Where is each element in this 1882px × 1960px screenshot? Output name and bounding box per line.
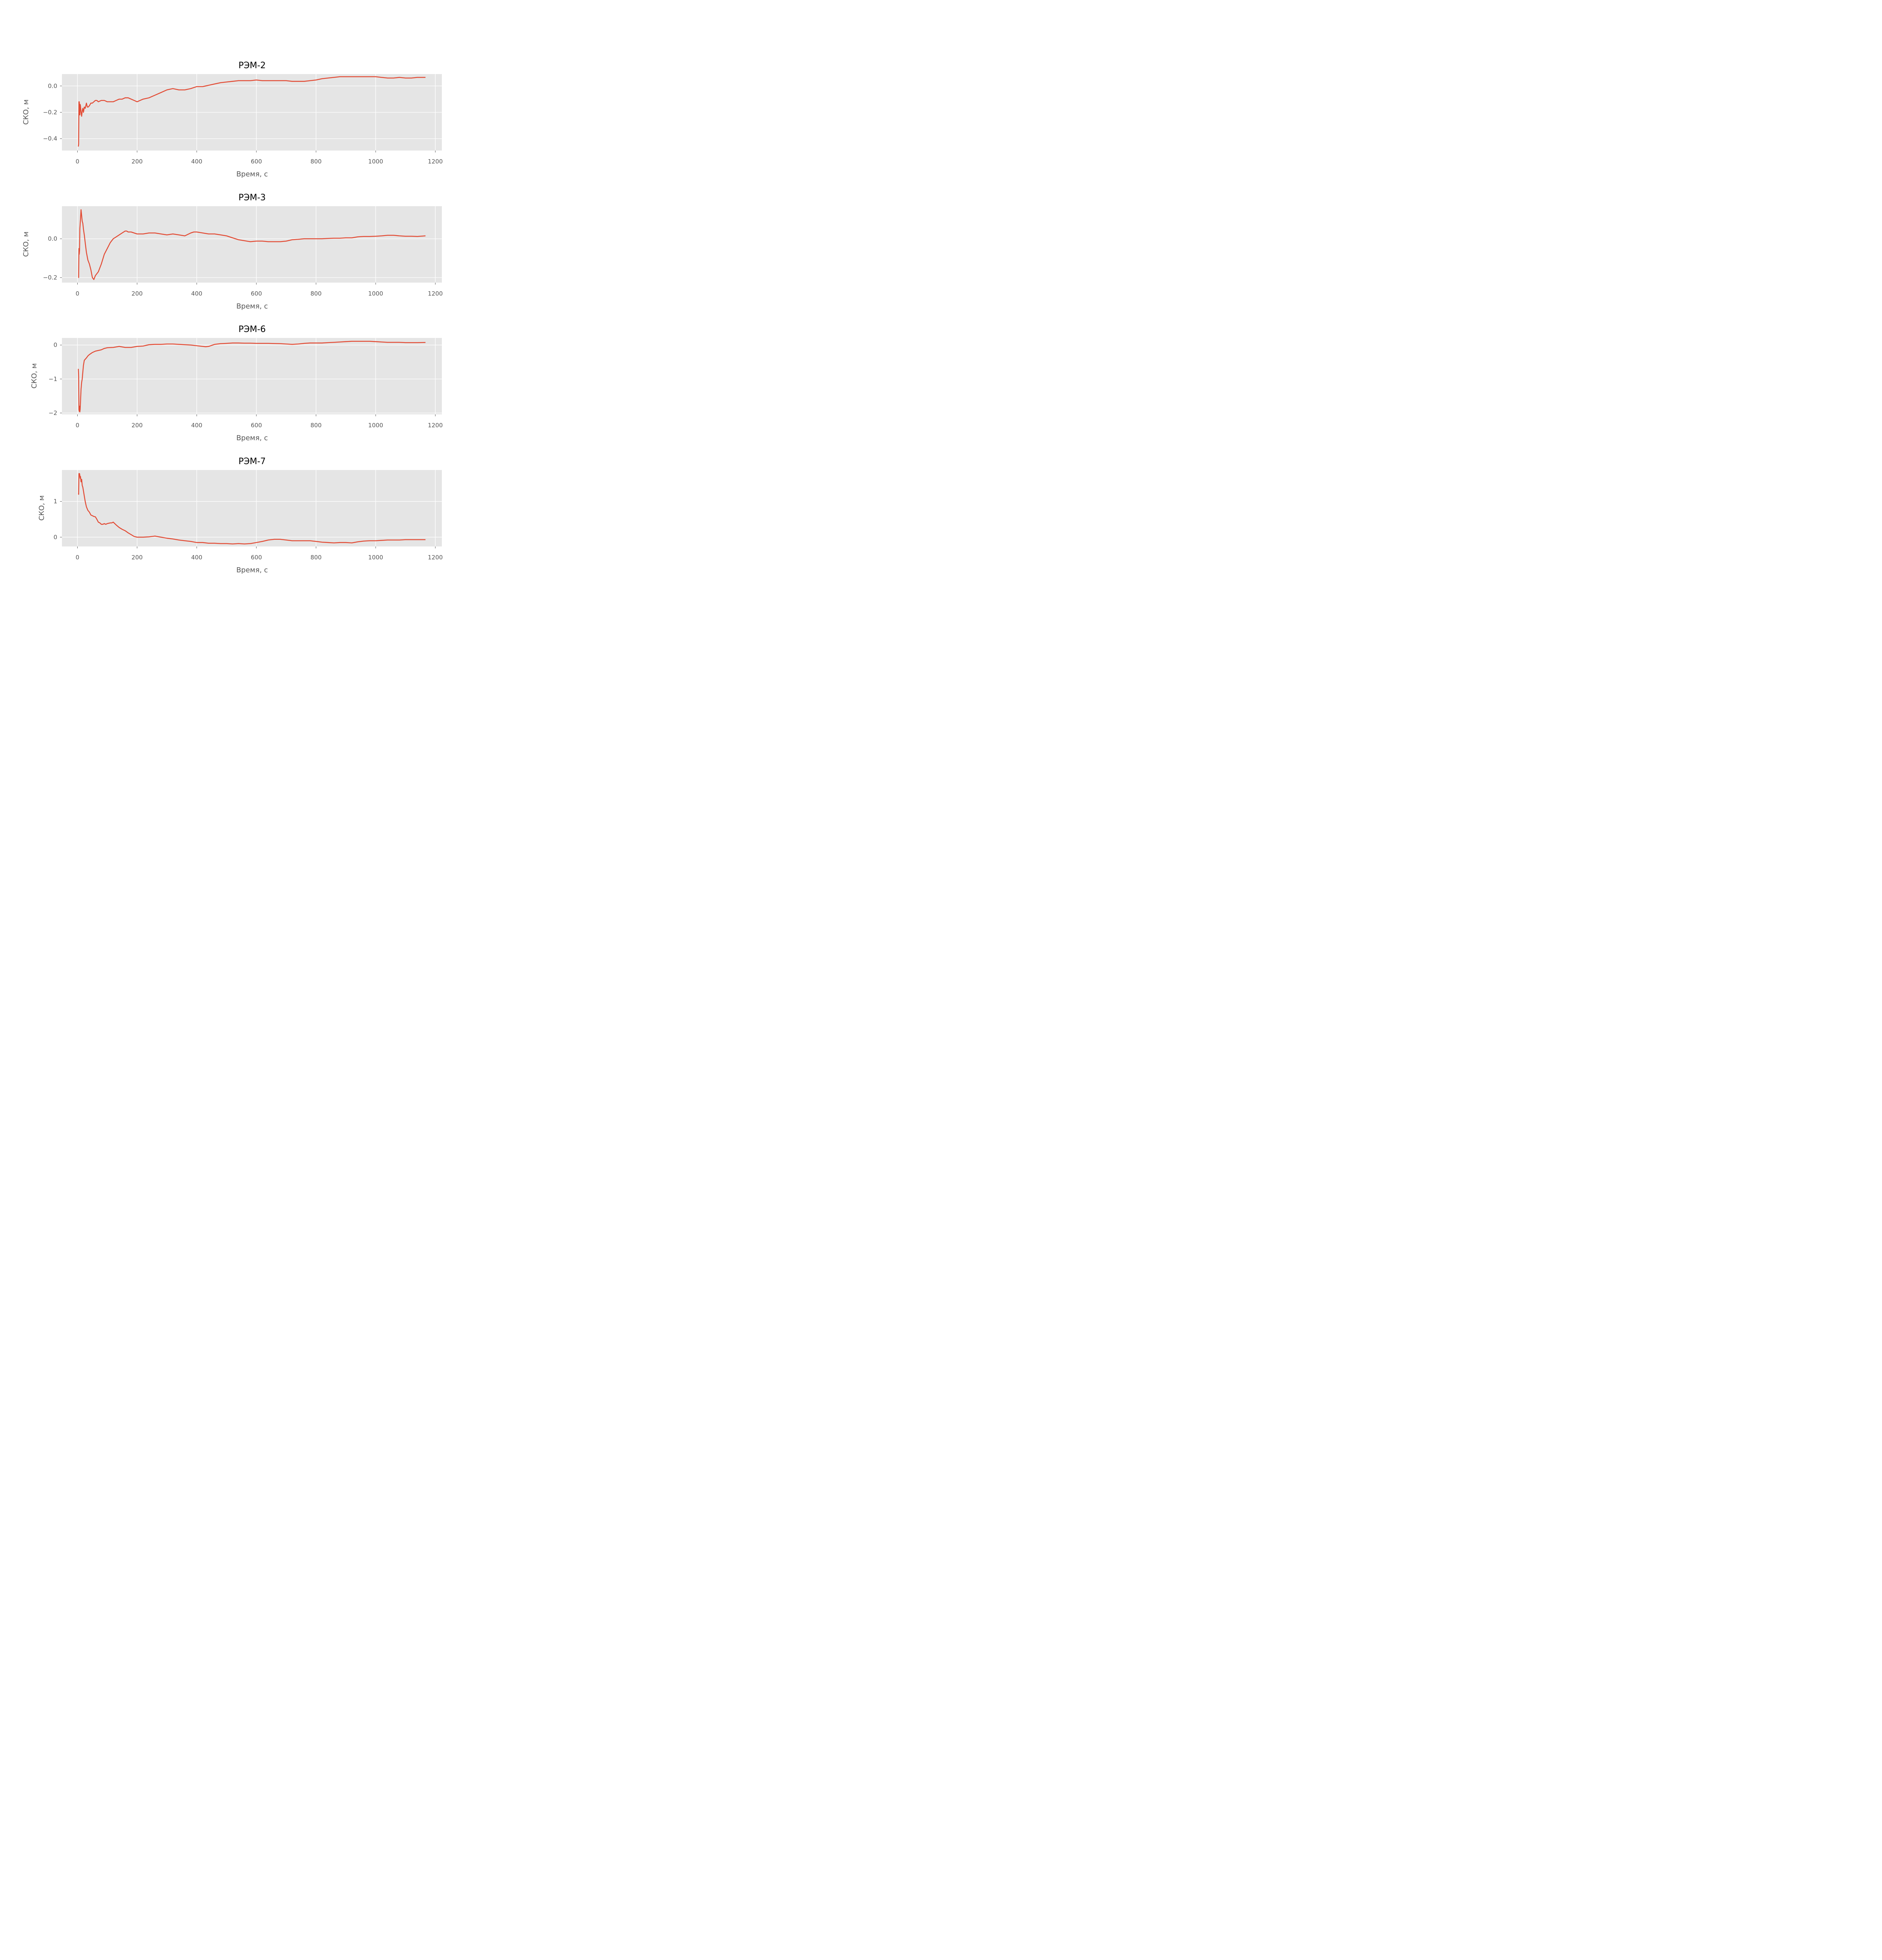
plot-area: [62, 206, 442, 283]
y-tick-label: −0.2: [43, 274, 57, 281]
x-tick-label: 200: [131, 422, 143, 429]
plot-area: [62, 470, 442, 546]
subplot-rem-7: РЭМ-7 01 0 200 400 600 800 1000 1200 Время, с …: [38, 457, 443, 574]
y-tick-label: 1: [53, 498, 57, 505]
series-line: [78, 473, 426, 544]
gridlines: [62, 470, 442, 546]
series-line: [78, 76, 426, 147]
y-axis-ticks: −0.2 0.0: [43, 235, 62, 281]
x-axis-label: Время, с: [236, 170, 268, 178]
x-tick-label: 0: [76, 554, 80, 561]
y-tick-label: −1: [49, 376, 57, 383]
x-tick-label: 1000: [368, 422, 383, 429]
x-tick-label: 0: [76, 290, 80, 297]
y-tick-label: 0.0: [48, 82, 57, 89]
x-tick-label: 1200: [428, 158, 443, 165]
y-axis-label: СКО, м: [38, 495, 46, 521]
y-axis-label: СКО, м: [30, 363, 38, 389]
y-tick-label: −0.2: [43, 109, 57, 116]
y-tick-label: 0: [53, 341, 57, 348]
x-tick-label: 800: [311, 158, 322, 165]
subplot-rem-2: РЭМ-2 −0.4−0.20.0 0 200 400 600 800 1000 1200 …: [22, 61, 443, 178]
x-tick-label: 1000: [368, 290, 383, 297]
series-line: [78, 341, 426, 413]
x-axis-label: Время, с: [236, 434, 268, 442]
x-tick-label: 1000: [368, 554, 383, 561]
x-tick-label: 200: [131, 554, 143, 561]
x-axis-ticks: 0 200 400 600 800 1000 1200: [76, 151, 443, 165]
x-tick-label: 1200: [428, 422, 443, 429]
y-axis-label: СКО, м: [22, 100, 30, 125]
x-tick-label: 800: [311, 422, 322, 429]
x-axis-label: Время, с: [236, 302, 268, 310]
x-tick-label: 600: [251, 422, 262, 429]
subplot-title: РЭМ-2: [238, 61, 266, 71]
x-axis-ticks: 0 200 400 600 800 1000 1200: [76, 283, 443, 297]
gridlines: [62, 206, 442, 283]
x-tick-label: 600: [251, 290, 262, 297]
x-tick-label: 1200: [428, 554, 443, 561]
plot-area: [62, 338, 442, 414]
x-tick-label: 400: [191, 554, 202, 561]
y-tick-label: −2: [49, 410, 57, 417]
x-axis-label: Время, с: [236, 566, 268, 574]
y-axis-label: СКО, м: [22, 232, 30, 257]
x-tick-label: 800: [311, 290, 322, 297]
x-tick-label: 1200: [428, 290, 443, 297]
x-tick-label: 0: [76, 158, 80, 165]
x-tick-label: 400: [191, 158, 202, 165]
x-tick-label: 600: [251, 158, 262, 165]
x-tick-label: 0: [76, 422, 80, 429]
x-tick-label: 200: [131, 290, 143, 297]
subplot-rem-3: РЭМ-3 −0.2 0.0 0 200 400 600 800 1000 1200 Врем…: [22, 193, 443, 310]
y-axis-ticks: −0.4 −0.2 0.0: [43, 82, 62, 142]
x-tick-label: 400: [191, 422, 202, 429]
subplot-title: РЭМ-7: [238, 457, 266, 466]
y-tick-label: 0: [53, 534, 57, 541]
subplot-title: РЭМ-3: [238, 193, 266, 203]
y-axis-ticks: −2 −1 0: [49, 341, 62, 417]
x-axis-ticks: 0 200 400 600 800 1000 1200: [76, 414, 443, 429]
series-line: [78, 209, 426, 280]
subplot-rem-6: РЭМ-6 −2 −1 0 0 200 400 600 800 1000 1200 Время,…: [30, 325, 443, 442]
x-tick-label: 400: [191, 290, 202, 297]
gridlines: [62, 338, 442, 414]
x-tick-label: 1000: [368, 158, 383, 165]
x-tick-label: 200: [131, 158, 143, 165]
y-axis-ticks: 01: [53, 498, 62, 541]
x-tick-label: 600: [251, 554, 262, 561]
x-axis-ticks: 0 200 400 600 800 1000 1200: [76, 546, 443, 561]
x-tick-label: 800: [311, 554, 322, 561]
subplot-title: РЭМ-6: [238, 325, 266, 334]
figure: РЭМ-2 −0.4−0.20.0 0 200 400 600 800 1000 1200 …: [0, 0, 490, 612]
y-tick-label: −0.4: [43, 135, 57, 142]
y-tick-label: 0.0: [48, 235, 57, 242]
